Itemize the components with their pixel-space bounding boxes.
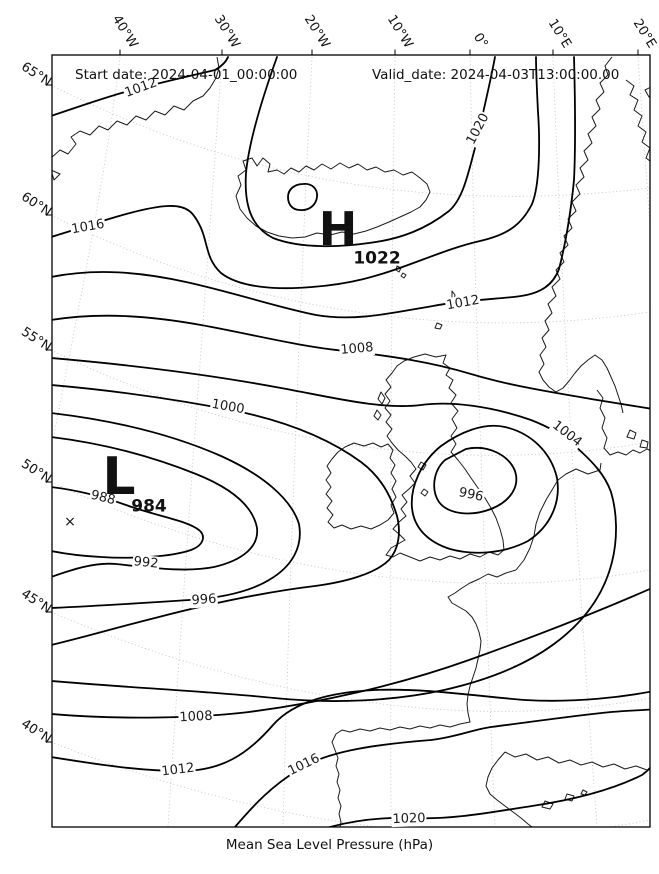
isobar-1004-wrap	[52, 357, 617, 702]
isobar-1016-north	[52, 56, 540, 290]
isobar-1022-closed	[287, 183, 318, 211]
chart-title: Mean Sea Level Pressure (hPa)	[225, 837, 434, 853]
contour-label: 996	[190, 591, 218, 609]
low-center-marker-icon: ×	[64, 514, 76, 530]
isobar-1020-south	[329, 766, 650, 827]
isobar-996-west	[52, 412, 301, 609]
low-pressure-symbol: L	[102, 447, 136, 507]
plot-border	[51, 54, 651, 828]
contour-label: 1008	[178, 708, 214, 726]
low-pressure-value: 984	[131, 496, 167, 517]
contour-label: 1008	[338, 339, 376, 359]
start-date-label: Start date: 2024-04-01_00:00:00	[75, 67, 298, 83]
contour-label: 992	[131, 554, 161, 572]
axis-ticks	[46, 49, 639, 743]
isobar-1012-greenland	[52, 56, 229, 117]
valid-date-label: Valid_date: 2024-04-03T13:00:00.00	[372, 67, 620, 83]
contour-label: 1020	[391, 810, 427, 828]
isobar-988	[52, 486, 204, 559]
isobar-1008-mid	[52, 314, 650, 410]
high-pressure-value: 1022	[353, 248, 401, 269]
isobar-1008-south	[52, 587, 650, 719]
isobar-992	[52, 436, 258, 578]
graticule-grid	[52, 56, 650, 827]
isobar-1000-england	[410, 424, 559, 554]
isobar-996-england	[433, 446, 518, 515]
high-pressure-symbol: H	[318, 202, 358, 256]
isobar-1020-dome	[244, 56, 496, 248]
